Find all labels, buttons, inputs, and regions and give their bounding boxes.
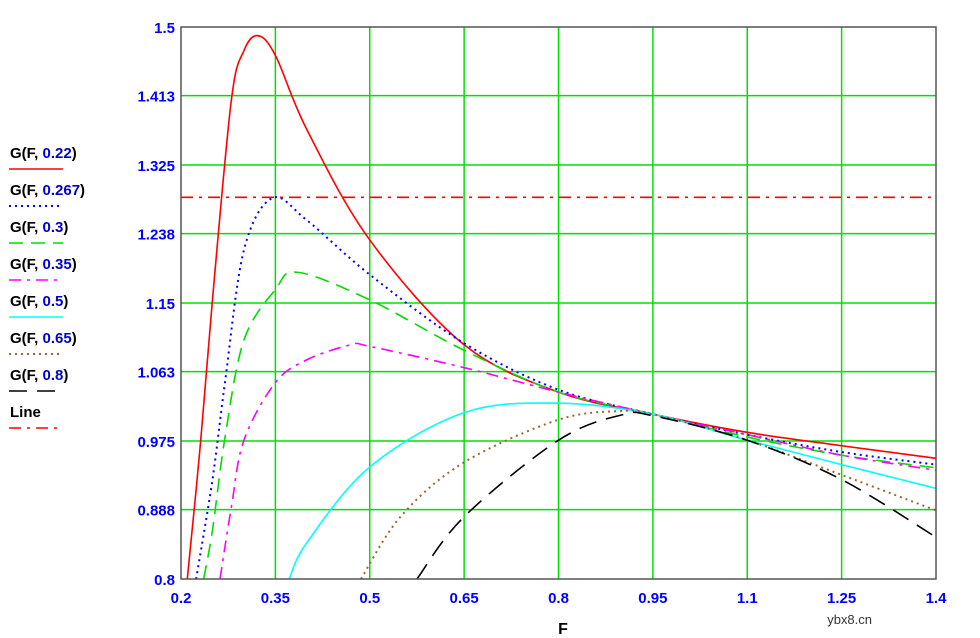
plot-frame: [180, 26, 937, 580]
x-tick-label: 0.95: [638, 590, 667, 607]
y-tick-label: 1.063: [137, 365, 175, 382]
y-tick-label: 1.413: [137, 89, 175, 106]
x-tick-label: 0.5: [359, 590, 380, 607]
legend: G(F, 0.22) G(F, 0.267) G(F, 0.3) G(F, 0.35)…: [9, 145, 85, 429]
y-tick-label: 1.15: [146, 296, 175, 313]
y-tick-label: 1.325: [137, 158, 175, 175]
legend-label: G(F, 0.267): [10, 182, 85, 199]
series-line-2: [195, 196, 936, 579]
grid: [181, 27, 936, 579]
y-tick-label: 0.975: [137, 434, 175, 451]
series-line-6: [360, 409, 936, 579]
y-tick-label: 0.8: [154, 572, 175, 589]
watermark: ybx8.cn: [827, 612, 872, 627]
x-tick-label: 1.1: [737, 590, 758, 607]
y-tick-label: 0.888: [137, 503, 175, 520]
series-group: [181, 34, 936, 579]
y-tick-label: 1.238: [137, 227, 175, 244]
x-axis-ticks: 0.2 0.35 0.5 0.65 0.8 0.95 1.1 1.25 1.4: [171, 590, 948, 607]
x-tick-label: 0.65: [450, 590, 479, 607]
legend-label: G(F, 0.8): [10, 367, 68, 384]
series-line-1: [186, 34, 936, 579]
series-line-5: [288, 402, 936, 579]
legend-label: G(F, 0.35): [10, 256, 77, 273]
legend-label: G(F, 0.22): [10, 145, 77, 162]
y-axis-ticks: 0.8 0.888 0.975 1.063 1.15 1.238 1.325 1.413 1.5: [137, 20, 175, 589]
legend-label: Line: [10, 404, 41, 421]
series-line-7: [416, 411, 936, 579]
x-tick-label: 0.2: [171, 590, 192, 607]
x-axis-label: F: [558, 621, 568, 638]
x-tick-label: 0.8: [548, 590, 569, 607]
x-tick-label: 1.4: [926, 590, 948, 607]
y-tick-label: 1.5: [154, 20, 175, 37]
x-tick-label: 1.25: [827, 590, 856, 607]
series-line-4: [219, 342, 936, 579]
x-tick-label: 0.35: [261, 590, 290, 607]
legend-label: G(F, 0.5): [10, 293, 68, 310]
legend-label: G(F, 0.65): [10, 330, 77, 347]
legend-label: G(F, 0.3): [10, 219, 68, 236]
series-line-3: [202, 271, 936, 579]
